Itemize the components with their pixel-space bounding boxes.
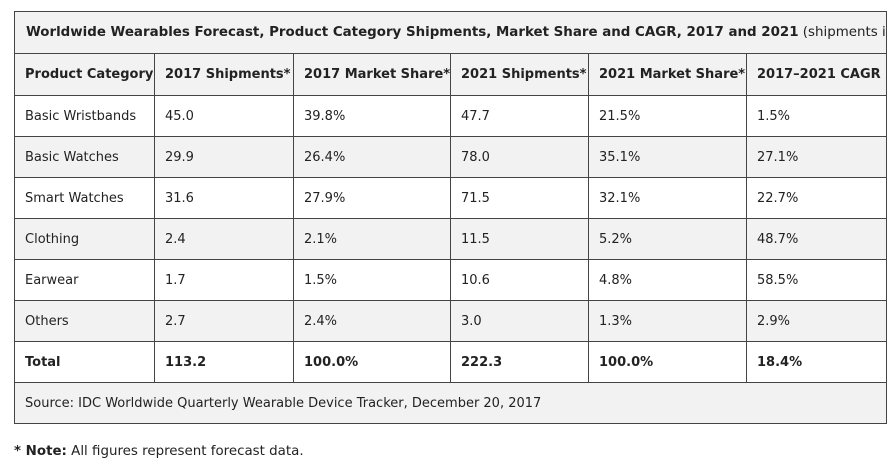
cell-cagr: 27.1%	[745, 136, 888, 178]
cell-category: Clothing	[14, 218, 155, 260]
cell-market-share-2017: 2.4%	[293, 300, 451, 342]
table-header-row: Product Category 2017 Shipments* 2017 Ma…	[14, 53, 888, 96]
table-row: Smart Watches 31.6 27.9% 71.5 32.1% 22.7%	[14, 177, 888, 219]
cell-market-share-2017: 2.1%	[293, 218, 451, 260]
cell-category: Basic Wristbands	[14, 95, 155, 137]
cell-shipments-2021: 11.5	[450, 218, 589, 260]
footnote-text: All figures represent forecast data.	[66, 444, 304, 459]
total-market-share-2017: 100.0%	[293, 341, 451, 383]
cell-category: Earwear	[14, 259, 155, 301]
cell-category: Others	[14, 300, 155, 342]
cell-shipments-2017: 2.7	[154, 300, 294, 342]
footnote: * Note: All figures represent forecast d…	[14, 444, 304, 459]
header-2017-market-share: 2017 Market Share*	[293, 53, 451, 96]
cell-cagr: 1.5%	[745, 95, 888, 137]
table-row: Basic Wristbands 45.0 39.8% 47.7 21.5% 1.5%	[14, 95, 888, 137]
table-row: Earwear 1.7 1.5% 10.6 4.8% 58.5%	[14, 259, 888, 301]
cell-market-share-2021: 5.2%	[588, 218, 747, 260]
table-caption: Worldwide Wearables Forecast, Product Ca…	[13, 11, 888, 54]
cell-shipments-2017: 45.0	[154, 95, 294, 137]
header-product-category: Product Category	[14, 53, 155, 96]
cell-shipments-2021: 78.0	[450, 136, 589, 178]
cell-cagr: 48.7%	[745, 218, 888, 260]
forecast-table-container: Worldwide Wearables Forecast, Product Ca…	[13, 11, 888, 424]
wearables-forecast-table: Worldwide Wearables Forecast, Product Ca…	[13, 11, 888, 424]
cell-market-share-2021: 21.5%	[588, 95, 747, 137]
cell-market-share-2017: 39.8%	[293, 95, 451, 137]
total-shipments-2021: 222.3	[450, 341, 589, 383]
cell-shipments-2021: 10.6	[450, 259, 589, 301]
table-row: Basic Watches 29.9 26.4% 78.0 35.1% 27.1%	[14, 136, 888, 178]
header-2017-shipments: 2017 Shipments*	[154, 53, 294, 96]
footnote-label: * Note:	[14, 444, 67, 459]
table-row: Clothing 2.4 2.1% 11.5 5.2% 48.7%	[14, 218, 888, 260]
cell-category: Basic Watches	[14, 136, 155, 178]
header-2021-shipments: 2021 Shipments*	[450, 53, 589, 96]
cell-cagr: 2.9%	[745, 300, 888, 342]
cell-category: Smart Watches	[14, 177, 155, 219]
cell-market-share-2021: 32.1%	[588, 177, 747, 219]
table-row: Others 2.7 2.4% 3.0 1.3% 2.9%	[14, 300, 888, 342]
cell-market-share-2017: 26.4%	[293, 136, 451, 178]
table-caption-row: Worldwide Wearables Forecast, Product Ca…	[13, 11, 888, 54]
cell-cagr: 22.7%	[745, 177, 888, 219]
table-title: Worldwide Wearables Forecast, Product Ca…	[26, 25, 799, 40]
table-title-units: (shipments in millions)	[802, 25, 886, 40]
cell-cagr: 58.5%	[745, 259, 888, 301]
header-2021-market-share: 2021 Market Share*	[588, 53, 747, 96]
table-source: Source: IDC Worldwide Quarterly Wearable…	[13, 382, 888, 424]
total-market-share-2021: 100.0%	[588, 341, 747, 383]
cell-shipments-2017: 1.7	[154, 259, 294, 301]
cell-market-share-2017: 1.5%	[293, 259, 451, 301]
cell-market-share-2021: 4.8%	[588, 259, 747, 301]
cell-shipments-2017: 2.4	[154, 218, 294, 260]
cell-market-share-2021: 35.1%	[588, 136, 747, 178]
cell-shipments-2021: 47.7	[450, 95, 589, 137]
cell-shipments-2017: 29.9	[154, 136, 294, 178]
cell-market-share-2021: 1.3%	[588, 300, 747, 342]
cell-shipments-2021: 71.5	[450, 177, 589, 219]
table-total-row: Total 113.2 100.0% 222.3 100.0% 18.4%	[14, 341, 888, 383]
table-source-row: Source: IDC Worldwide Quarterly Wearable…	[13, 382, 888, 424]
cell-market-share-2017: 27.9%	[293, 177, 451, 219]
header-cagr: 2017–2021 CAGR	[745, 53, 888, 96]
cell-shipments-2021: 3.0	[450, 300, 589, 342]
cell-shipments-2017: 31.6	[154, 177, 294, 219]
total-cagr: 18.4%	[745, 341, 888, 383]
total-shipments-2017: 113.2	[154, 341, 294, 383]
total-category: Total	[14, 341, 155, 383]
